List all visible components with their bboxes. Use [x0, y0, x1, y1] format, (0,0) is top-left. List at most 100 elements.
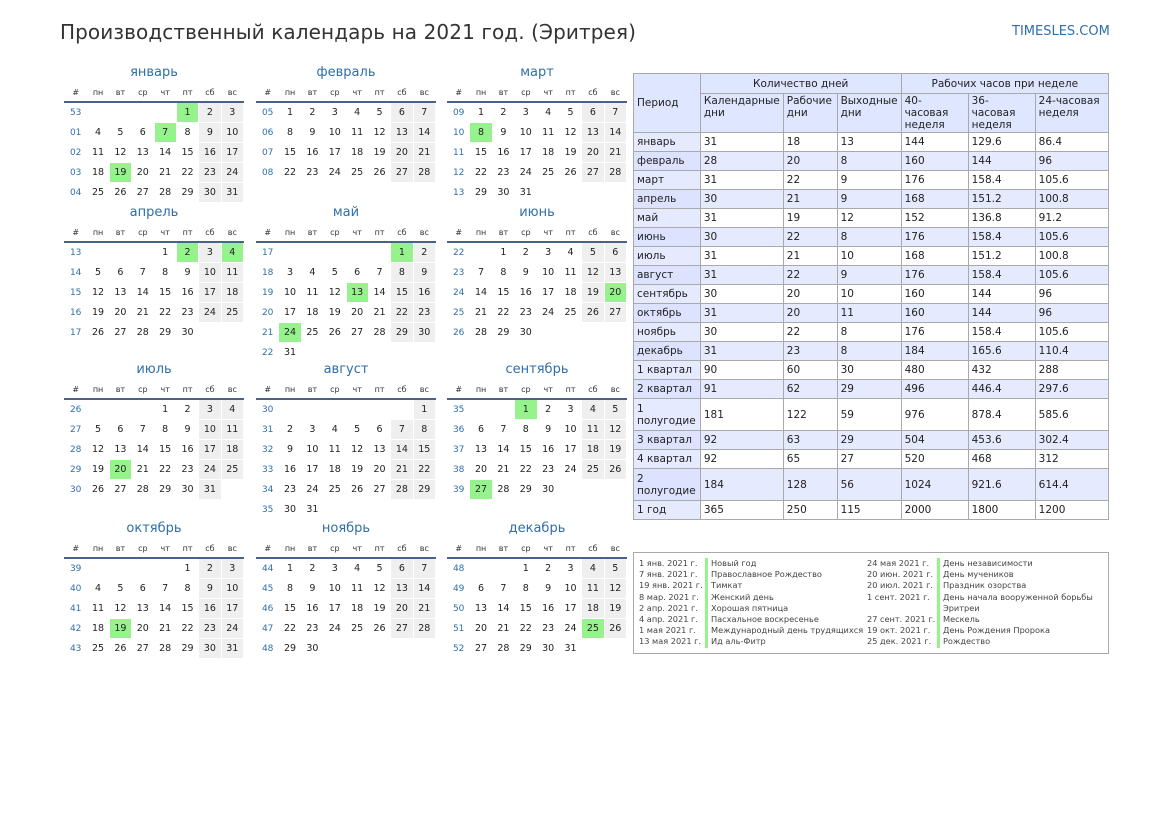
day-cell: 24	[323, 162, 347, 183]
day-cell: 24	[198, 302, 222, 323]
weekday-header: пт	[176, 540, 199, 559]
empty-cell	[412, 499, 437, 520]
day-cell: 27	[131, 638, 155, 659]
week-number: 42	[63, 618, 88, 639]
stats-value: 1200	[1034, 500, 1110, 520]
day-cell: 30	[514, 322, 538, 343]
week-number: 17	[255, 241, 280, 263]
day-cell: 20	[345, 302, 369, 323]
holiday-date: 7 янв. 2021 г.	[639, 569, 698, 580]
stats-value: 56	[836, 468, 902, 501]
weekday-header: пт	[559, 224, 582, 243]
day-cell: 18	[86, 162, 110, 183]
holiday-marker	[937, 569, 940, 581]
weekday-header: чт	[154, 540, 177, 559]
stats-value: 878.4	[967, 398, 1036, 431]
month-name: май	[332, 205, 360, 220]
holiday-name: Эритреи	[943, 602, 980, 613]
day-cell: 20	[131, 162, 155, 183]
stats-value: 30	[699, 227, 784, 247]
stats-value: 1800	[967, 500, 1036, 520]
col-calendar-days: Календарные дни	[699, 93, 784, 133]
day-cell: 30	[491, 182, 516, 203]
day-cell: 19	[86, 302, 110, 323]
day-cell: 1	[153, 398, 177, 420]
page-title: Производственный календарь на 2021 год. …	[60, 20, 636, 44]
weekday-header: вт	[301, 224, 324, 243]
day-cell: 27	[108, 322, 133, 343]
day-cell: 4	[581, 557, 605, 579]
weekday-header: ср	[131, 224, 154, 243]
site-link[interactable]: TIMESLES.COM	[1012, 24, 1110, 39]
stats-value: 22	[782, 170, 838, 190]
weekday-header: чт	[346, 540, 369, 559]
empty-cell	[367, 241, 392, 263]
day-cell: 26	[108, 182, 133, 203]
week-number: 28	[63, 439, 88, 460]
day-cell: 2	[514, 241, 538, 263]
stats-value: 100.8	[1034, 189, 1110, 209]
stats-value: 9	[836, 189, 902, 209]
day-cell: 31	[558, 638, 583, 659]
stats-row: ноябрь 30 22 8 176 158.4 105.6	[633, 322, 1110, 342]
holiday-row: 7 янв. 2021 г. Православное Рождество	[639, 569, 867, 581]
empty-cell	[469, 557, 493, 579]
stats-value: 176	[900, 227, 969, 247]
week-number: 44	[255, 557, 280, 579]
day-cell: 19	[86, 459, 110, 480]
empty-cell	[558, 322, 583, 343]
day-cell: 1	[153, 241, 177, 263]
day-cell: 29	[491, 322, 516, 343]
stats-value: 105.6	[1034, 322, 1110, 342]
day-cell: 21	[131, 459, 155, 480]
day-cell: 19	[108, 162, 133, 183]
month-name: апрель	[129, 205, 179, 220]
period-label: 4 квартал	[633, 449, 701, 469]
day-cell: 6	[345, 262, 369, 283]
day-cell: 29	[390, 322, 414, 343]
stats-row: 2 квартал 91 62 29 496 446.4 297.6	[633, 379, 1110, 399]
stats-value: 31	[699, 341, 784, 361]
day-cell: 23	[198, 618, 222, 639]
day-cell: 4	[86, 122, 110, 143]
day-cell: 28	[412, 162, 437, 183]
day-cell: 21	[153, 618, 177, 639]
stats-value: 21	[782, 246, 838, 266]
day-cell: 9	[536, 419, 560, 440]
stats-value: 158.4	[967, 227, 1036, 247]
day-cell: 7	[131, 262, 155, 283]
weekday-header: сб	[581, 381, 605, 400]
weekday-header: пн	[469, 84, 493, 103]
day-cell: 14	[491, 439, 516, 460]
week-row: 48 29 30	[255, 638, 437, 659]
stats-value: 468	[967, 449, 1036, 469]
day-cell: 3	[558, 398, 583, 420]
day-cell: 11	[86, 598, 110, 619]
period-label: август	[633, 265, 701, 285]
week-row: 35 30 31	[255, 499, 437, 520]
weekday-header: ср	[514, 381, 537, 400]
stats-value: 30	[699, 322, 784, 342]
weekday-header: чт	[346, 381, 369, 400]
weekday-header: чт	[537, 381, 560, 400]
day-cell: 24	[220, 618, 245, 639]
week-row: 08 22 23 24 25 26 27 28	[255, 162, 437, 183]
period-label: сентябрь	[633, 284, 701, 304]
stats-value: 432	[967, 360, 1036, 380]
day-cell: 15	[278, 142, 302, 163]
week-number: 06	[255, 122, 280, 143]
weekday-header: ср	[514, 540, 537, 559]
day-cell: 12	[603, 419, 628, 440]
day-cell: 1	[278, 101, 302, 123]
holiday-marker	[705, 569, 708, 581]
day-cell: 21	[390, 459, 414, 480]
weekday-header: #	[447, 84, 470, 103]
stats-value: 152	[900, 208, 969, 228]
weekday-header: вс	[413, 381, 436, 400]
day-cell: 4	[536, 101, 560, 123]
weekday-header: #	[256, 381, 279, 400]
stats-value: 96	[1034, 151, 1110, 171]
stats-value: 504	[900, 430, 969, 450]
week-row: 26 28 29 30	[446, 322, 628, 343]
stats-value: 91	[699, 379, 784, 399]
